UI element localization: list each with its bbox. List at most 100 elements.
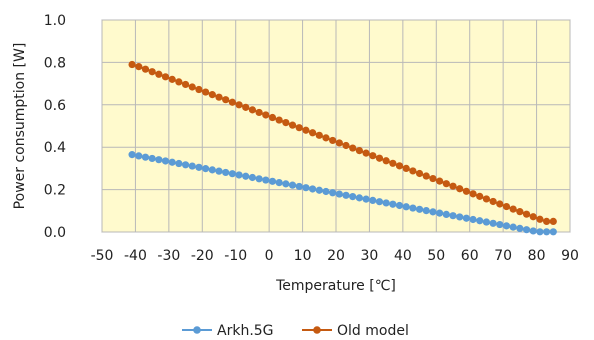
x-tick-label: -20 xyxy=(191,248,214,264)
legend-item-old-model: Old model xyxy=(302,323,409,339)
data-point xyxy=(155,156,163,164)
data-point xyxy=(329,136,337,145)
data-point xyxy=(415,205,424,213)
legend-label-old-model: Old model xyxy=(337,323,409,339)
data-point xyxy=(522,210,531,218)
data-point xyxy=(215,167,223,175)
data-point xyxy=(222,168,230,177)
data-point xyxy=(489,219,497,227)
data-point xyxy=(436,177,444,185)
data-point xyxy=(355,194,363,202)
data-point xyxy=(389,159,397,167)
data-point xyxy=(395,162,404,170)
x-tick-label: -10 xyxy=(224,248,247,264)
x-tick-label: -30 xyxy=(157,248,180,264)
data-point xyxy=(335,139,343,147)
data-point xyxy=(155,70,163,78)
data-point xyxy=(442,180,450,188)
data-point xyxy=(402,203,410,211)
data-point xyxy=(222,96,230,104)
x-axis-tick-labels: -50 -40 -30 -20 -10 0 10 20 30 40 50 60 70 80 90 xyxy=(91,248,579,264)
data-point xyxy=(322,134,330,142)
x-tick-label: 40 xyxy=(394,248,412,264)
data-point xyxy=(262,176,270,184)
x-tick-label: 60 xyxy=(461,248,479,264)
y-tick-label: 0.0 xyxy=(44,225,66,241)
data-point xyxy=(342,141,350,150)
data-point xyxy=(429,208,437,216)
data-point xyxy=(442,210,450,219)
data-point xyxy=(536,215,544,223)
data-point xyxy=(482,218,491,226)
data-point xyxy=(335,190,343,198)
data-point xyxy=(288,181,297,189)
data-point xyxy=(529,213,537,221)
data-point xyxy=(282,180,290,188)
x-tick-label: 50 xyxy=(427,248,445,264)
y-axis-title: Power consumption [W] xyxy=(12,43,28,210)
data-point xyxy=(195,85,203,94)
data-point xyxy=(422,206,430,215)
x-tick-label: 80 xyxy=(528,248,546,264)
data-point xyxy=(543,228,551,236)
data-point xyxy=(242,172,250,180)
data-point xyxy=(342,191,350,199)
data-point xyxy=(248,173,257,182)
data-point xyxy=(282,119,290,127)
data-point xyxy=(502,222,511,230)
data-point xyxy=(549,217,557,225)
data-point xyxy=(175,78,183,86)
data-point xyxy=(395,201,404,210)
data-point xyxy=(141,153,150,161)
data-point xyxy=(202,165,210,173)
data-point xyxy=(462,187,470,195)
data-point xyxy=(228,170,236,178)
data-point xyxy=(449,212,457,220)
data-point xyxy=(436,209,444,217)
data-point xyxy=(168,158,176,166)
x-tick-label: 30 xyxy=(361,248,379,264)
data-point xyxy=(262,111,270,119)
data-point xyxy=(202,88,210,96)
data-point xyxy=(295,124,303,132)
data-point xyxy=(456,213,464,221)
data-point xyxy=(135,63,143,71)
x-axis-title: Temperature [℃] xyxy=(275,278,396,294)
data-point xyxy=(195,163,203,171)
data-point xyxy=(128,151,136,159)
data-point xyxy=(235,171,243,179)
x-tick-label: 10 xyxy=(294,248,312,264)
legend-swatch-marker-old-model xyxy=(313,326,321,334)
data-point xyxy=(516,224,524,232)
y-tick-label: 0.4 xyxy=(44,140,66,156)
data-point xyxy=(309,185,317,193)
data-point xyxy=(362,195,370,203)
y-axis-tick-labels: 0.0 0.2 0.4 0.6 0.8 1.0 xyxy=(44,13,66,241)
data-point xyxy=(188,162,196,170)
data-point xyxy=(315,131,323,139)
data-point xyxy=(141,65,150,73)
data-point xyxy=(449,182,457,190)
data-point xyxy=(161,73,170,81)
data-point xyxy=(208,166,216,174)
series-layer xyxy=(128,60,557,236)
data-point xyxy=(496,200,504,208)
data-point xyxy=(476,217,484,225)
y-tick-label: 0.8 xyxy=(44,55,66,71)
data-point xyxy=(509,223,517,231)
data-point xyxy=(268,177,277,185)
data-point xyxy=(509,205,517,213)
data-point xyxy=(375,198,384,206)
data-point xyxy=(315,186,323,194)
legend: Arkh.5G Old model xyxy=(182,323,409,339)
data-point xyxy=(295,182,303,191)
data-point xyxy=(402,164,410,172)
data-point xyxy=(275,116,283,124)
y-tick-label: 0.6 xyxy=(44,98,66,114)
data-point xyxy=(309,129,317,137)
data-point xyxy=(135,152,143,160)
data-point xyxy=(549,228,557,236)
data-point xyxy=(349,192,357,201)
